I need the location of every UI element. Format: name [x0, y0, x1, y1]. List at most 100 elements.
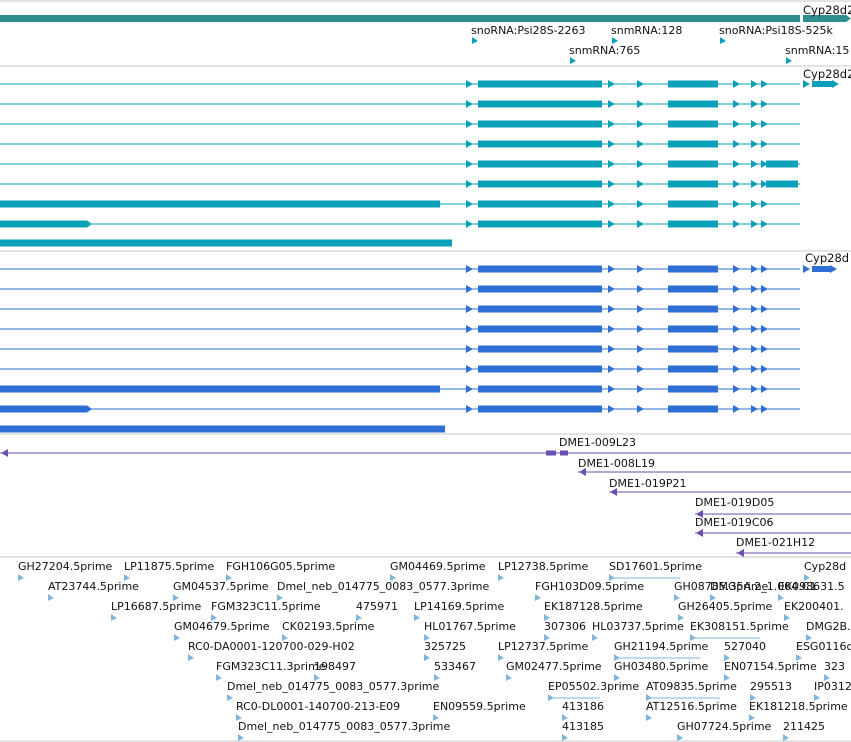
est-label[interactable]: LP12738.5prime — [498, 560, 589, 573]
est-label[interactable]: Cyp28d — [804, 560, 846, 573]
clone-label[interactable]: DME1-008L19 — [578, 457, 655, 470]
est-label[interactable]: EK098631.5 — [778, 580, 845, 593]
rna-feature-label[interactable]: snoRNA:Psi18S-525k — [719, 24, 834, 37]
strand-arrow — [466, 325, 473, 333]
est-label[interactable]: FGM323C11.5prime — [211, 600, 321, 613]
est-label[interactable]: GM04679.5prime — [174, 620, 270, 633]
est-label[interactable]: CK02193.5prime — [282, 620, 375, 633]
est-label[interactable]: 307306 — [544, 620, 586, 633]
rna-feature-label[interactable]: snmRNA:128 — [611, 24, 682, 37]
est-label[interactable]: 198497 — [314, 660, 356, 673]
clone-label[interactable]: DME1-009L23 — [559, 436, 636, 449]
strand-arrow — [761, 80, 768, 88]
strand-arrow — [637, 100, 644, 108]
est-marker — [784, 614, 790, 621]
exon-block — [478, 385, 602, 393]
est-label[interactable]: GH26405.5prime — [678, 600, 773, 613]
strand-arrow — [637, 345, 644, 353]
strand-arrow — [608, 160, 615, 168]
est-label[interactable]: 211425 — [783, 720, 825, 733]
est-label[interactable]: DMG2B. — [806, 620, 851, 633]
strand-arrow — [637, 365, 644, 373]
strand-arrow — [832, 80, 839, 88]
est-marker — [724, 674, 730, 681]
est-label[interactable]: Dmel_neb_014775_0083_0577.3prime — [227, 680, 439, 693]
est-label[interactable]: ESG0116c.B2 — [796, 640, 851, 653]
est-marker — [356, 614, 362, 621]
est-label[interactable]: DMG5A.2_1.004.C1 — [710, 580, 816, 593]
est-label[interactable]: LP16687.5prime — [111, 600, 202, 613]
est-label[interactable]: GH08785.3prime — [674, 580, 769, 593]
exon-block — [668, 120, 718, 128]
est-label[interactable]: 533467 — [434, 660, 476, 673]
strand-arrow — [637, 80, 644, 88]
est-label[interactable]: EN09559.5prime — [433, 700, 526, 713]
est-label[interactable]: GH21194.5prime — [614, 640, 709, 653]
strand-arrow — [761, 120, 768, 128]
est-label[interactable]: EK200401. — [784, 600, 844, 613]
rna-feature-label[interactable]: snmRNA:765 — [569, 44, 640, 57]
est-label[interactable]: GM02477.5prime — [506, 660, 602, 673]
strand-arrow — [751, 345, 758, 353]
est-label[interactable]: EK187128.5prime — [544, 600, 643, 613]
est-label[interactable]: 475971 — [356, 600, 398, 613]
gene-label-blue-group[interactable]: Cyp28d — [805, 251, 849, 265]
est-marker — [211, 614, 217, 621]
est-label[interactable]: HL03737.5prime — [592, 620, 684, 633]
est-label[interactable]: 527040 — [724, 640, 766, 653]
strand-arrow — [466, 200, 473, 208]
est-label[interactable]: EK308151.5prime — [690, 620, 789, 633]
est-label[interactable]: FGH106G05.5prime — [226, 560, 335, 573]
exon-block — [478, 220, 602, 228]
est-label[interactable]: LP11875.5prime — [124, 560, 215, 573]
clone-label[interactable]: DME1-021H12 — [736, 536, 815, 549]
est-label[interactable]: LP14169.5prime — [414, 600, 505, 613]
strand-arrow — [761, 100, 768, 108]
est-label[interactable]: GH27204.5prime — [18, 560, 113, 573]
gene-label-cyp28d2[interactable]: Cyp28d2 — [803, 3, 851, 17]
est-label[interactable]: 323 — [824, 660, 845, 673]
rna-feature-label[interactable]: snmRNA:15 — [785, 44, 849, 57]
strand-arrow — [466, 285, 473, 293]
est-marker — [227, 694, 233, 701]
est-label[interactable]: GM04537.5prime — [173, 580, 269, 593]
est-label[interactable]: AT09835.5prime — [646, 680, 737, 693]
est-label[interactable]: 295513 — [750, 680, 792, 693]
est-label[interactable]: 325725 — [424, 640, 466, 653]
est-label[interactable]: LP12737.5prime — [498, 640, 589, 653]
est-label[interactable]: FGM323C11.3prime — [216, 660, 326, 673]
clone-label[interactable]: DME1-019P21 — [609, 477, 687, 490]
est-label[interactable]: EK181218.5prime — [749, 700, 848, 713]
est-label[interactable]: GH07724.5prime — [677, 720, 772, 733]
gene-label-teal-group[interactable]: Cyp28d2 — [803, 67, 851, 81]
strand-arrow — [733, 345, 740, 353]
est-label[interactable]: EP05502.3prime — [548, 680, 639, 693]
est-label[interactable]: RC0-DL0001-140700-213-E09 — [236, 700, 400, 713]
exon-block — [0, 200, 440, 208]
est-label[interactable]: EN07154.5prime — [724, 660, 817, 673]
clone-label[interactable]: DME1-019C06 — [695, 516, 774, 529]
est-label[interactable]: HL01767.5prime — [424, 620, 516, 633]
strand-arrow — [608, 285, 615, 293]
est-label[interactable]: Dmel_neb_014775_0083_0577.3prime — [277, 580, 489, 593]
est-label[interactable]: SD17601.5prime — [609, 560, 702, 573]
est-label[interactable]: FGH103D09.5prime — [535, 580, 644, 593]
strand-arrow — [830, 265, 837, 273]
est-label[interactable]: AT23744.5prime — [48, 580, 139, 593]
exon-block — [478, 285, 602, 293]
est-label[interactable]: 413186 — [562, 700, 604, 713]
est-label[interactable]: RC0-DA0001-120700-029-H02 — [188, 640, 355, 653]
est-label[interactable]: 413185 — [562, 720, 604, 733]
strand-arrow — [751, 385, 758, 393]
est-label[interactable]: GH03480.5prime — [614, 660, 709, 673]
strand-arrow — [608, 385, 615, 393]
est-label[interactable]: GM04469.5prime — [390, 560, 486, 573]
exon-block — [0, 239, 452, 247]
strand-arrow — [761, 265, 768, 273]
est-label[interactable]: Dmel_neb_014775_0083_0577.3prime — [238, 720, 450, 733]
est-label[interactable]: IP0312 — [814, 680, 851, 693]
rna-feature-label[interactable]: snoRNA:Psi28S-2263 — [471, 24, 586, 37]
est-label[interactable]: AT12516.5prime — [646, 700, 737, 713]
clone-label[interactable]: DME1-019D05 — [695, 496, 774, 509]
